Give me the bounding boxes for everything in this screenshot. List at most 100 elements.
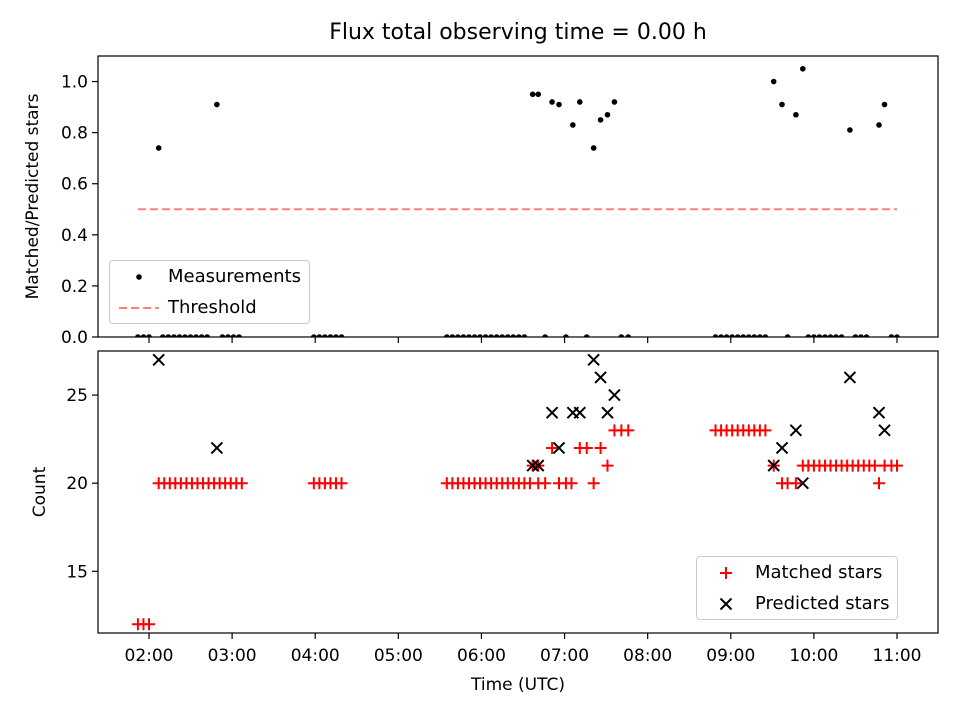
top-ytick-label: 0.4 — [61, 226, 88, 246]
measurement-point — [833, 334, 839, 337]
measurement-point — [583, 334, 590, 337]
measurement-point — [816, 334, 823, 337]
measurement-point — [625, 334, 632, 337]
measurements-marker-icon — [110, 267, 168, 287]
matched-star-point — [143, 618, 155, 631]
bottom-ytick-label: 25 — [66, 386, 88, 406]
legend-label-measurements: Measurements — [168, 266, 301, 287]
measurement-point — [493, 334, 500, 337]
measurement-point — [504, 334, 511, 337]
measurement-point — [734, 334, 741, 337]
predicted-star-point — [843, 371, 857, 384]
predicted-star-point — [587, 353, 600, 367]
xtick-label: 07:00 — [540, 646, 589, 666]
bottom-axes-frame — [97, 350, 939, 634]
measurement-point — [604, 111, 611, 118]
measurement-point — [477, 334, 483, 337]
measurement-point — [171, 334, 177, 337]
measurement-point — [740, 334, 747, 337]
measurement-point — [165, 334, 172, 337]
measurement-point — [482, 334, 489, 337]
measurement-point — [542, 334, 548, 337]
legend-label-matched: Matched stars — [755, 562, 883, 583]
measurement-point — [888, 334, 895, 337]
measurement-point — [770, 78, 777, 85]
measurement-point — [863, 334, 870, 337]
predicted-star-point — [526, 459, 539, 472]
legend-label-predicted: Predicted stars — [755, 593, 890, 614]
predicted-star-point — [608, 388, 621, 402]
measurement-point — [811, 334, 817, 337]
legend-item-measurements: Measurements — [110, 261, 309, 292]
xlabel: Time (UTC) — [470, 675, 565, 695]
measurement-point — [322, 334, 328, 337]
bottom-panel: 15 20 25 02:00 03:00 04:00 05:00 06:00 07:00 08:0… — [30, 350, 939, 695]
predicted-star-point — [532, 459, 545, 472]
measurement-point — [718, 334, 724, 337]
top-ytick-label: 0.6 — [61, 175, 88, 195]
measurement-point — [187, 334, 194, 337]
measurement-point — [214, 101, 220, 108]
predicted-star-point — [767, 459, 780, 472]
measurement-point — [881, 101, 888, 108]
measurement-point — [793, 111, 799, 118]
bottom-plot-area — [131, 353, 903, 631]
measurement-point — [729, 334, 735, 337]
measurement-point — [529, 91, 536, 98]
predicted-star-point — [601, 406, 614, 419]
predicted-star-point — [594, 371, 607, 384]
measurement-point — [751, 334, 758, 337]
measurement-point — [488, 334, 494, 337]
measurement-point — [549, 99, 555, 105]
measurement-point — [230, 334, 237, 337]
measurement-point — [723, 334, 730, 337]
measurement-point — [762, 334, 769, 337]
measurement-point — [784, 334, 791, 337]
plus-marker-icon — [697, 563, 755, 583]
measurement-point — [471, 334, 478, 337]
measurement-point — [827, 334, 834, 337]
matched-star-point — [759, 424, 772, 437]
xtick-label: 08:00 — [623, 646, 672, 666]
threshold-line-icon — [110, 298, 168, 318]
measurement-point — [779, 101, 785, 108]
bottom-ylabel: Count — [30, 466, 50, 517]
measurement-point — [757, 334, 763, 337]
predicted-star-point — [775, 441, 789, 455]
legend-item-threshold: Threshold — [110, 292, 309, 323]
matched-star-point — [587, 477, 600, 490]
measurement-point — [338, 334, 345, 337]
measurement-point — [556, 101, 562, 108]
measurement-point — [822, 334, 828, 337]
matched-star-point — [594, 441, 607, 454]
measurement-point — [176, 334, 183, 337]
measurement-point — [852, 334, 859, 337]
chart-title: Flux total observing time = 0.00 h — [329, 20, 707, 45]
measurement-point — [576, 99, 583, 105]
measurement-point — [316, 334, 323, 337]
legend-top: Measurements Threshold — [109, 260, 310, 324]
matched-star-point — [601, 459, 614, 472]
measurement-point — [155, 145, 162, 151]
legend-label-threshold: Threshold — [168, 297, 257, 318]
measurement-point — [521, 334, 528, 337]
measurement-point — [618, 334, 625, 337]
matched-star-point — [872, 477, 885, 490]
measurement-point — [466, 334, 472, 337]
measurement-point — [455, 334, 461, 337]
measurement-point — [590, 145, 597, 151]
bottom-ytick-label: 20 — [66, 474, 88, 494]
measurement-point — [160, 334, 166, 337]
measurement-point — [333, 334, 339, 337]
measurement-point — [499, 334, 506, 337]
matched-star-point — [622, 424, 635, 437]
predicted-star-point — [152, 353, 165, 367]
xtick-label: 10:00 — [789, 646, 838, 666]
xtick-label: 04:00 — [291, 646, 340, 666]
top-ytick-label: 0.8 — [61, 124, 88, 144]
measurement-point — [204, 334, 210, 337]
predicted-star-point — [872, 406, 886, 419]
xtick-label: 11:00 — [873, 646, 922, 666]
measurement-point — [712, 334, 719, 337]
xtick-label: 09:00 — [706, 646, 755, 666]
